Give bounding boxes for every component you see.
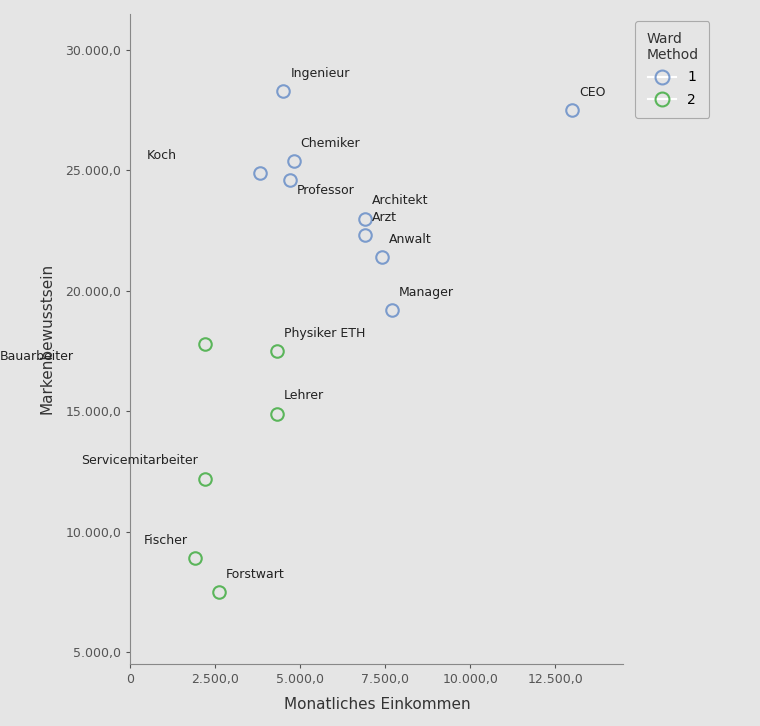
Text: Architekt: Architekt bbox=[372, 195, 429, 208]
Text: Forstwart: Forstwart bbox=[226, 568, 284, 581]
Text: Servicemitarbeiter: Servicemitarbeiter bbox=[81, 454, 198, 468]
Text: Anwalt: Anwalt bbox=[389, 233, 432, 246]
Text: Lehrer: Lehrer bbox=[283, 389, 324, 402]
X-axis label: Monatliches Einkommen: Monatliches Einkommen bbox=[283, 697, 470, 712]
Text: Ingenieur: Ingenieur bbox=[290, 67, 350, 80]
Text: Physiker ETH: Physiker ETH bbox=[283, 327, 365, 340]
Text: Koch: Koch bbox=[146, 149, 176, 162]
Text: Arzt: Arzt bbox=[372, 211, 397, 224]
Text: Bauarbeiter: Bauarbeiter bbox=[0, 350, 73, 363]
Text: Chemiker: Chemiker bbox=[300, 136, 360, 150]
Text: Professor: Professor bbox=[297, 184, 355, 197]
Text: Fischer: Fischer bbox=[144, 534, 188, 547]
Text: CEO: CEO bbox=[579, 86, 606, 99]
Text: Manager: Manager bbox=[399, 286, 454, 299]
Legend: 1, 2: 1, 2 bbox=[635, 21, 709, 118]
Y-axis label: Markenbewusstsein: Markenbewusstsein bbox=[40, 264, 55, 415]
